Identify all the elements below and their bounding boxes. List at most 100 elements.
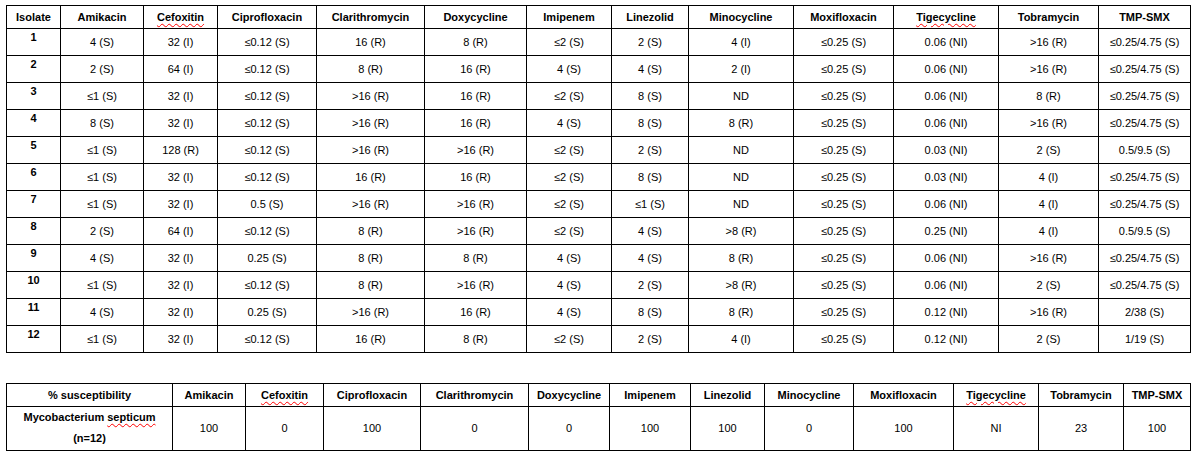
percent-value-cell: 0 xyxy=(421,407,529,451)
mic-value-cell: 8 (R) xyxy=(317,245,425,272)
header-label: Linezolid xyxy=(704,389,752,401)
header-label: TMP-SMX xyxy=(1132,389,1183,401)
column-header-tmp-smx: TMP-SMX xyxy=(1099,6,1191,29)
document-page: Isolate Amikacin Cefoxitin Ciprofloxacin Cla… xyxy=(0,0,1197,453)
mic-value-cell: 8 (R) xyxy=(317,56,425,83)
mic-value-cell: ≤0.12 (S) xyxy=(218,137,317,164)
mic-value-cell: 16 (R) xyxy=(317,326,425,353)
mic-value-cell: >16 (R) xyxy=(999,245,1099,272)
header-label: Ciprofloxacin xyxy=(337,389,407,401)
mic-value-cell: ≤0.12 (S) xyxy=(218,83,317,110)
isolate-number-cell: 9 xyxy=(7,245,61,272)
header-label: Doxycycline xyxy=(443,11,507,23)
percent-value-cell: 23 xyxy=(1039,407,1124,451)
mic-value-cell: 2/38 (S) xyxy=(1099,299,1191,326)
mic-value-cell: 0.12 (NI) xyxy=(894,326,999,353)
mic-value-cell: ≤2 (S) xyxy=(527,137,612,164)
mic-value-cell: 128 (R) xyxy=(144,137,218,164)
mic-value-cell: 8 (R) xyxy=(425,326,527,353)
misspelled-header-label: Cefoxitin xyxy=(157,11,204,23)
mic-value-cell: 16 (R) xyxy=(425,83,527,110)
mic-value-cell: ≤2 (S) xyxy=(527,218,612,245)
mic-value-cell: 8 (R) xyxy=(317,272,425,299)
column-header-clarithromycin: Clarithromycin xyxy=(421,384,529,407)
column-header-doxycycline: Doxycycline xyxy=(425,6,527,29)
mic-value-cell: 32 (I) xyxy=(144,110,218,137)
mic-value-cell: 4 (I) xyxy=(999,191,1099,218)
mic-value-cell: 0.06 (NI) xyxy=(894,83,999,110)
mic-value-cell: 0.12 (NI) xyxy=(894,299,999,326)
mic-value-cell: >16 (R) xyxy=(999,29,1099,56)
mic-value-cell: 8 (R) xyxy=(999,83,1099,110)
summary-row: Mycobacterium septicum (n=12) 1000100001… xyxy=(7,407,1191,451)
mic-value-cell: ND xyxy=(689,164,794,191)
mic-value-cell: ≤0.25/4.75 (S) xyxy=(1099,191,1191,218)
mic-value-cell: ≤0.25/4.75 (S) xyxy=(1099,245,1191,272)
mic-value-cell: 32 (I) xyxy=(144,299,218,326)
mic-value-cell: 32 (I) xyxy=(144,164,218,191)
percent-value-cell: 100 xyxy=(854,407,954,451)
header-label: Clarithromycin xyxy=(436,389,514,401)
column-header-cefoxitin: Cefoxitin xyxy=(246,384,324,407)
mic-value-cell: ≤0.12 (S) xyxy=(218,29,317,56)
mic-value-cell: ≤0.12 (S) xyxy=(218,164,317,191)
misspelled-header-label: Cefoxitin xyxy=(261,389,308,401)
mic-value-cell: ≤1 (S) xyxy=(612,191,689,218)
mic-results-table: IsolateAmikacinCefoxitinCiprofloxacinCla… xyxy=(6,5,1191,353)
mic-value-cell: >8 (R) xyxy=(689,218,794,245)
mic-value-cell: >16 (R) xyxy=(425,137,527,164)
organism-cell: Mycobacterium septicum (n=12) xyxy=(7,407,173,451)
mic-value-cell: ≤0.25 (S) xyxy=(794,110,894,137)
mic-value-cell: ≤1 (S) xyxy=(61,164,144,191)
mic-value-cell: ≤2 (S) xyxy=(527,29,612,56)
mic-value-cell: 64 (I) xyxy=(144,218,218,245)
mic-value-cell: ≤0.25 (S) xyxy=(794,29,894,56)
isolate-row-4: 48 (S)32 (I)≤0.12 (S)>16 (R)16 (R)4 (S)8… xyxy=(7,110,1191,137)
header-label: Moxifloxacin xyxy=(810,11,877,23)
mic-value-cell: 4 (S) xyxy=(527,110,612,137)
mic-value-cell: ≤0.12 (S) xyxy=(218,110,317,137)
mic-value-cell: 32 (I) xyxy=(144,29,218,56)
isolate-row-8: 82 (S)64 (I)≤0.12 (S)8 (R)>16 (R)≤2 (S)4… xyxy=(7,218,1191,245)
percent-value-cell: 100 xyxy=(324,407,421,451)
mic-value-cell: 32 (I) xyxy=(144,326,218,353)
mic-value-cell: ND xyxy=(689,137,794,164)
mic-value-cell: 0.06 (NI) xyxy=(894,191,999,218)
mic-value-cell: 0.25 (S) xyxy=(218,299,317,326)
mic-value-cell: 0.03 (NI) xyxy=(894,164,999,191)
mic-value-cell: 2 (S) xyxy=(612,272,689,299)
organism-genus: Mycobacterium xyxy=(23,411,104,423)
column-header-linezolid: Linezolid xyxy=(691,384,765,407)
isolate-number-cell: 8 xyxy=(7,218,61,245)
header-label: Minocycline xyxy=(710,11,773,23)
mic-value-cell: 4 (S) xyxy=(612,245,689,272)
column-header-amikacin: Amikacin xyxy=(173,384,246,407)
mic-value-cell: ≤0.25/4.75 (S) xyxy=(1099,83,1191,110)
mic-value-cell: 4 (S) xyxy=(61,29,144,56)
mic-value-cell: 0.06 (NI) xyxy=(894,272,999,299)
mic-value-cell: 16 (R) xyxy=(317,164,425,191)
mic-value-cell: 8 (R) xyxy=(689,299,794,326)
mic-value-cell: 32 (I) xyxy=(144,83,218,110)
mic-value-cell: 4 (I) xyxy=(999,164,1099,191)
mic-value-cell: ≤0.25 (S) xyxy=(794,326,894,353)
mic-value-cell: 2 (S) xyxy=(999,272,1099,299)
isolate-number-cell: 1 xyxy=(7,29,61,56)
isolate-number-cell: 2 xyxy=(7,56,61,83)
column-header-isolate: Isolate xyxy=(7,6,61,29)
mic-value-cell: 8 (R) xyxy=(317,218,425,245)
isolate-number-cell: 10 xyxy=(7,272,61,299)
column-header-minocycline: Minocycline xyxy=(765,384,854,407)
column-header-moxifloxacin: Moxifloxacin xyxy=(854,384,954,407)
mic-value-cell: 8 (S) xyxy=(612,299,689,326)
mic-value-cell: 16 (R) xyxy=(425,56,527,83)
isolate-number-cell: 7 xyxy=(7,191,61,218)
mic-value-cell: 16 (R) xyxy=(425,164,527,191)
mic-value-cell: 2 (S) xyxy=(999,137,1099,164)
header-label: Clarithromycin xyxy=(332,11,410,23)
mic-value-cell: 2 (S) xyxy=(999,326,1099,353)
mic-value-cell: >16 (R) xyxy=(317,191,425,218)
mic-value-cell: 4 (S) xyxy=(61,299,144,326)
isolate-number-cell: 12 xyxy=(7,326,61,353)
organism-species-misspelled: septicum xyxy=(107,411,155,423)
